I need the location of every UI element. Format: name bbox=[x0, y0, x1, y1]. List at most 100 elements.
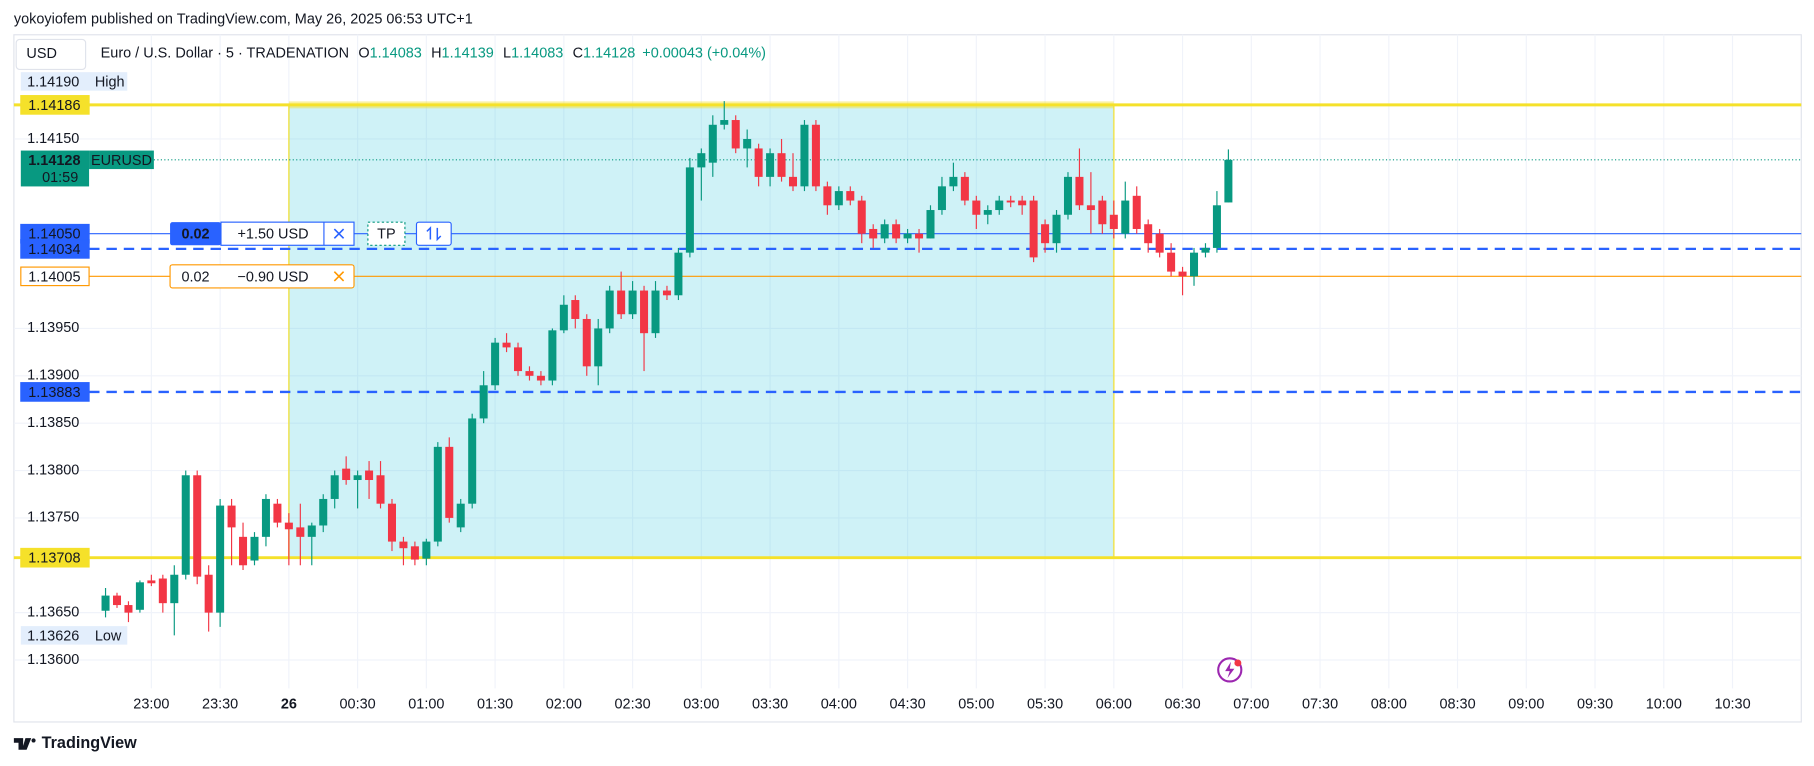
candle-body bbox=[972, 200, 981, 215]
candle-body bbox=[250, 536, 259, 561]
ohlc-value: 1.14083 bbox=[511, 45, 563, 61]
candle-body bbox=[422, 541, 431, 559]
candle-body bbox=[548, 330, 557, 381]
candle-body bbox=[284, 522, 293, 530]
alert-icon[interactable] bbox=[1217, 657, 1243, 683]
candle-body bbox=[468, 418, 477, 504]
x-tick-label: 02:00 bbox=[546, 696, 582, 712]
candle-body bbox=[502, 342, 511, 348]
extreme-text: High bbox=[95, 74, 125, 90]
symbol-label: EURUSD bbox=[91, 153, 152, 169]
candle-body bbox=[353, 475, 362, 481]
level-label: 1.13883 bbox=[28, 385, 80, 401]
candle-body bbox=[926, 210, 935, 239]
candle-body bbox=[720, 120, 729, 125]
candles-layer bbox=[101, 101, 1233, 636]
candle-body bbox=[319, 498, 328, 526]
candle-body bbox=[1029, 200, 1038, 258]
y-tick-label: 1.13600 bbox=[27, 652, 79, 668]
x-tick-label: 10:00 bbox=[1646, 696, 1682, 712]
candle-body bbox=[296, 527, 305, 537]
candle-body bbox=[731, 120, 740, 149]
close-icon[interactable] bbox=[333, 228, 345, 239]
currency-button[interactable] bbox=[15, 38, 87, 71]
candle-body bbox=[788, 176, 798, 187]
ohlc-label: O bbox=[358, 45, 369, 61]
order-qty-box[interactable] bbox=[170, 222, 221, 246]
candle-body bbox=[1144, 224, 1153, 244]
level-label: 1.14005 bbox=[28, 269, 80, 285]
candle-body bbox=[685, 167, 694, 253]
close-icon[interactable] bbox=[333, 271, 345, 282]
x-tick-label: 09:00 bbox=[1508, 696, 1544, 712]
order-pnl: −0.90 USD bbox=[237, 269, 308, 285]
x-tick-label: 26 bbox=[281, 696, 297, 712]
candle-body bbox=[170, 574, 179, 604]
x-tick-label: 06:30 bbox=[1164, 696, 1200, 712]
candle-body bbox=[628, 290, 637, 315]
symbol-legend: Euro / U.S. Dollar · 5 · TRADENATION O1.1… bbox=[101, 45, 766, 61]
candle-body bbox=[1201, 247, 1210, 253]
order-box[interactable] bbox=[169, 264, 355, 289]
candle-body bbox=[365, 470, 374, 481]
candle-body bbox=[445, 446, 454, 518]
x-tick-label: 04:00 bbox=[821, 696, 857, 712]
candle-body bbox=[1006, 200, 1015, 203]
order-pnl-box[interactable] bbox=[220, 221, 355, 246]
candle-body bbox=[617, 290, 626, 315]
x-tick-label: 03:00 bbox=[683, 696, 719, 712]
candle-body bbox=[582, 318, 591, 367]
candle-body bbox=[903, 233, 912, 239]
candle-body bbox=[147, 580, 156, 584]
change: +0.00043 (+0.04%) bbox=[642, 45, 766, 61]
currency[interactable]: USD bbox=[26, 46, 57, 62]
candle-body bbox=[880, 224, 889, 239]
candle-body bbox=[594, 328, 603, 367]
y-tick-label: 1.14150 bbox=[27, 131, 79, 147]
level-badge bbox=[20, 382, 90, 402]
candle-body bbox=[410, 546, 419, 560]
x-tick-label: 09:30 bbox=[1577, 696, 1613, 712]
candle-body bbox=[1086, 205, 1095, 211]
candle-body bbox=[456, 503, 465, 528]
last-price-badge bbox=[20, 150, 90, 187]
candle-body bbox=[1167, 252, 1176, 272]
reverse-box[interactable] bbox=[415, 221, 452, 246]
level-label: 1.13708 bbox=[28, 551, 80, 567]
candle-body bbox=[651, 290, 660, 334]
candle-body bbox=[708, 124, 717, 163]
candle-body bbox=[1109, 214, 1118, 229]
candle-body bbox=[307, 525, 316, 537]
last-price: 1.14128 bbox=[28, 153, 80, 169]
candle-body bbox=[800, 124, 809, 187]
candle-body bbox=[857, 200, 866, 234]
y-tick-label: 1.13750 bbox=[27, 510, 79, 526]
candle-body bbox=[273, 503, 282, 523]
ohlc-value: 1.14083 bbox=[370, 45, 422, 61]
candle-body bbox=[479, 385, 488, 419]
candle-body bbox=[342, 468, 351, 481]
candle-body bbox=[239, 536, 248, 566]
extreme-badge bbox=[20, 72, 128, 91]
candle-body bbox=[754, 148, 763, 177]
candle-body bbox=[640, 290, 649, 334]
countdown: 01:59 bbox=[42, 170, 78, 186]
tp-box[interactable] bbox=[367, 221, 406, 246]
y-tick-label: 1.13850 bbox=[27, 415, 79, 431]
ohlc-label: L bbox=[503, 45, 511, 61]
ohlc-label: H bbox=[431, 45, 441, 61]
candle-body bbox=[101, 595, 110, 611]
y-tick-label: 1.13800 bbox=[27, 462, 79, 478]
candle-body bbox=[983, 210, 992, 215]
level-label: 1.14034 bbox=[28, 242, 80, 258]
y-tick-label: 1.13650 bbox=[27, 604, 79, 620]
reverse-icon[interactable] bbox=[426, 226, 442, 242]
candle-body bbox=[112, 595, 122, 606]
candle-body bbox=[433, 446, 442, 542]
candle-body bbox=[834, 191, 843, 206]
candle-body bbox=[697, 153, 706, 168]
x-tick-label: 23:30 bbox=[202, 696, 238, 712]
candle-body bbox=[387, 503, 396, 542]
